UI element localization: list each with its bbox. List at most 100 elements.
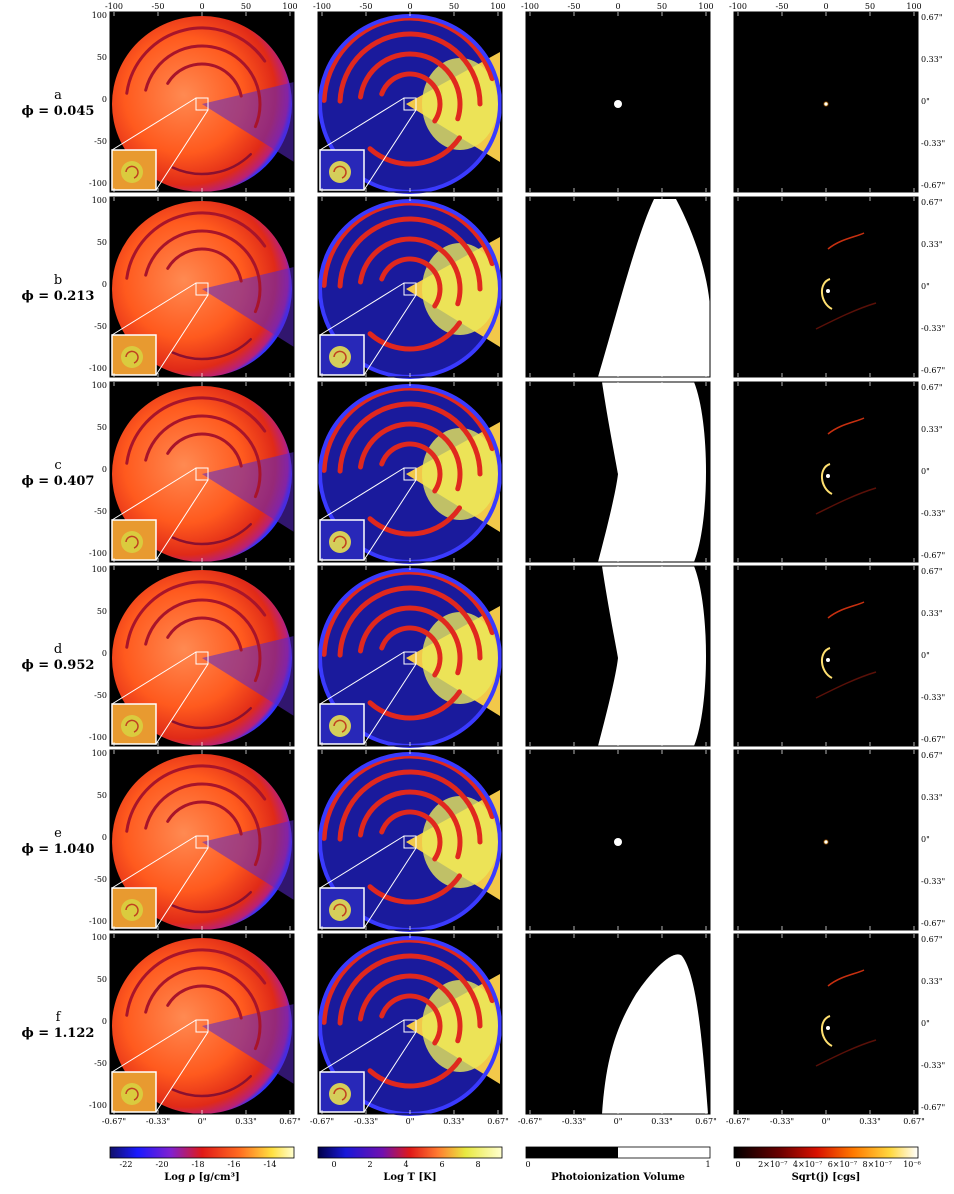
y-tick-label-arcsec: 0.67" — [921, 567, 943, 576]
y-tick-label: -100 — [89, 1101, 107, 1110]
y-tick-label: 100 — [92, 565, 107, 574]
y-tick-label: -100 — [89, 917, 107, 926]
row-letter: d — [53, 642, 63, 657]
y-tick-label: 100 — [92, 933, 107, 942]
x-tick-label-arcsec: -0.33" — [770, 1117, 794, 1126]
y-tick-label: 0 — [102, 1017, 107, 1026]
row-phase: ϕ = 0.952 — [21, 658, 95, 673]
y-tick-label: -50 — [94, 322, 107, 331]
y-tick-label-arcsec: 0" — [921, 97, 930, 106]
y-tick-label-arcsec: -0.33" — [921, 509, 945, 518]
figure-row-e: 100 50 0 -50 -100 0.67" 0.33" 0" -0.33" -0.67" — [89, 749, 945, 932]
x-tick-label-arcsec: 0" — [614, 1117, 623, 1126]
y-tick-label: -100 — [89, 733, 107, 742]
y-tick-label: 50 — [97, 423, 107, 432]
colorbar-title: Photoionization Volume — [551, 1172, 685, 1183]
y-tick-label: -50 — [94, 507, 107, 516]
y-tick-label: -50 — [94, 875, 107, 884]
y-tick-label-arcsec: 0.33" — [921, 609, 943, 618]
x-tick-label: -50 — [360, 2, 373, 11]
x-tick-label: 50 — [865, 2, 875, 11]
y-tick-label-arcsec: 0" — [921, 1019, 930, 1028]
x-tick-label-arcsec: 0.67" — [279, 1117, 301, 1126]
colorbar-tick-label: 4 — [403, 1160, 408, 1169]
x-tick-label: 100 — [282, 2, 297, 11]
x-tick-label-arcsec: 0.33" — [651, 1117, 673, 1126]
y-tick-label-arcsec: 0.67" — [921, 198, 943, 207]
x-tick-label-arcsec: 0.67" — [487, 1117, 509, 1126]
x-tick-label-arcsec: 0" — [198, 1117, 207, 1126]
x-tick-label: 0 — [199, 2, 204, 11]
y-tick-label: 100 — [92, 196, 107, 205]
row-phase: ϕ = 1.122 — [21, 1026, 95, 1041]
colorbar-tick-label: 8 — [475, 1160, 480, 1169]
y-tick-label-arcsec: 0.33" — [921, 425, 943, 434]
row-letter: c — [54, 458, 62, 473]
y-tick-label-arcsec: -0.33" — [921, 1061, 945, 1070]
colorbar-tick-label: -20 — [156, 1160, 169, 1169]
row-phase: ϕ = 1.040 — [21, 842, 95, 857]
y-tick-label: 100 — [92, 381, 107, 390]
y-tick-label: 50 — [97, 791, 107, 800]
x-tick-label: -50 — [152, 2, 165, 11]
x-tick-label: -100 — [729, 2, 747, 11]
y-tick-label-arcsec: -0.67" — [921, 919, 945, 928]
figure-row-a: 100 50 0 -50 -100 0.67" 0.33" 0" -0.33" -0.67" — [89, 11, 945, 194]
y-tick-label-arcsec: 0.33" — [921, 240, 943, 249]
x-tick-label: 100 — [906, 2, 921, 11]
y-tick-label-arcsec: 0.33" — [921, 977, 943, 986]
y-tick-label: 50 — [97, 53, 107, 62]
y-tick-label-arcsec: -0.33" — [921, 139, 945, 148]
x-tick-label-arcsec: 0.33" — [859, 1117, 881, 1126]
x-tick-label-arcsec: -0.33" — [562, 1117, 586, 1126]
x-tick-label: -50 — [776, 2, 789, 11]
y-tick-label-arcsec: 0.33" — [921, 793, 943, 802]
row-phase: ϕ = 0.213 — [21, 289, 95, 304]
colorbar-tick-label: 4×10⁻⁷ — [793, 1160, 822, 1169]
y-tick-label-arcsec: 0" — [921, 467, 930, 476]
y-tick-label-arcsec: -0.67" — [921, 181, 945, 190]
y-tick-label: 50 — [97, 975, 107, 984]
y-tick-label: 100 — [92, 749, 107, 758]
y-tick-label-arcsec: -0.67" — [921, 551, 945, 560]
y-tick-label-arcsec: 0" — [921, 835, 930, 844]
x-tick-label-arcsec: 0" — [822, 1117, 831, 1126]
x-tick-label-arcsec: -0.33" — [354, 1117, 378, 1126]
colorbar-title: Log ρ [g/cm³] — [164, 1172, 240, 1183]
y-tick-label-arcsec: 0.67" — [921, 935, 943, 944]
row-letter: b — [53, 273, 63, 288]
y-tick-label-arcsec: 0.67" — [921, 383, 943, 392]
y-tick-label: 100 — [92, 11, 107, 20]
row-phase: ϕ = 0.407 — [21, 474, 95, 489]
colorbar-tick-label: 10⁻⁶ — [903, 1160, 921, 1169]
x-tick-label-arcsec: 0.67" — [903, 1117, 925, 1126]
colorbar-density: -22 -20 -18 -16 -14 — [109, 1146, 295, 1169]
y-tick-label-arcsec: -0.33" — [921, 324, 945, 333]
x-tick-label: 50 — [449, 2, 459, 11]
colorbar-tick-label: -16 — [228, 1160, 241, 1169]
y-tick-label: 0 — [102, 833, 107, 842]
colorbar-tick-label: -22 — [120, 1160, 133, 1169]
x-tick-label-arcsec: 0.67" — [695, 1117, 717, 1126]
y-tick-label-arcsec: -0.67" — [921, 1103, 945, 1112]
x-tick-label: 100 — [490, 2, 505, 11]
y-tick-label: 0 — [102, 280, 107, 289]
x-tick-label: -50 — [568, 2, 581, 11]
y-tick-label: -50 — [94, 137, 107, 146]
y-tick-label-arcsec: -0.67" — [921, 735, 945, 744]
colorbar-tick-label: 8×10⁻⁷ — [862, 1160, 891, 1169]
x-tick-label-arcsec: -0.67" — [102, 1117, 126, 1126]
colorbar-tick-label: 0 — [525, 1160, 530, 1169]
y-tick-label-arcsec: 0.67" — [921, 751, 943, 760]
y-tick-label-arcsec: -0.33" — [921, 877, 945, 886]
colorbar-title: Log T [K] — [383, 1172, 437, 1183]
y-tick-label-arcsec: 0" — [921, 651, 930, 660]
colorbar-tick-label: -18 — [192, 1160, 205, 1169]
x-tick-label: 0 — [823, 2, 828, 11]
x-tick-label-arcsec: 0.33" — [443, 1117, 465, 1126]
